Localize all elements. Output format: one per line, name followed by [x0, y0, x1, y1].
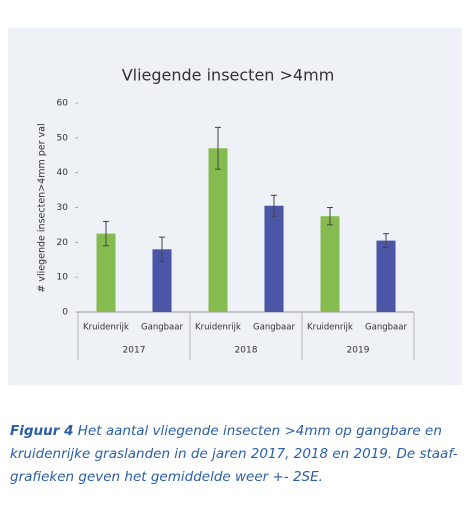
caption-line: grafieken geven het gemiddelde weer +- 2… [10, 469, 323, 485]
y-tick-label: 60 [57, 99, 69, 109]
caption-label: Figuur 4 [10, 423, 74, 439]
bar [320, 216, 340, 312]
y-axis-label: # vliegende insecten>4mm per val [37, 123, 48, 292]
x-tick-label: Kruidenrijk [195, 323, 241, 333]
group-label: 2018 [235, 346, 258, 356]
group-label: 2017 [123, 346, 146, 356]
x-tick-label: Gangbaar [365, 323, 407, 333]
error-bar [327, 207, 333, 226]
group-label: 2019 [347, 346, 370, 356]
x-tick-label: Kruidenrijk [83, 323, 129, 333]
chart-title: Vliegende insecten >4mm [122, 66, 335, 85]
error-bar [271, 194, 277, 217]
chart-panel [8, 28, 462, 385]
caption: Figuur 4 Het aantal vliegende insecten >… [10, 420, 465, 489]
y-tick-label: 20 [57, 238, 69, 248]
y-tick-label: 50 [57, 133, 69, 143]
error-bar [215, 126, 221, 170]
caption-line: Het aantal vliegende insecten >4mm op ga… [77, 423, 442, 439]
y-tick-label: 40 [57, 168, 69, 178]
x-tick-label: Gangbaar [141, 323, 183, 333]
caption-text: Het aantal vliegende insecten >4mm op ga… [10, 423, 458, 485]
bar [208, 148, 228, 312]
error-bar [103, 220, 109, 247]
bar [264, 205, 284, 312]
bar [96, 233, 116, 312]
chart: Vliegende insecten >4mm # vliegende inse… [8, 28, 462, 385]
bar [152, 249, 172, 312]
x-tick-label: Gangbaar [253, 323, 295, 333]
bar [376, 240, 396, 312]
caption-line: kruidenrijke graslanden in de jaren 2017… [10, 446, 458, 462]
y-tick-label: 10 [57, 273, 69, 283]
y-tick-label: 30 [57, 203, 69, 213]
y-tick-label: 0 [62, 308, 68, 318]
x-tick-label: Kruidenrijk [307, 323, 353, 333]
error-bar [159, 236, 165, 262]
error-bar [383, 233, 389, 249]
